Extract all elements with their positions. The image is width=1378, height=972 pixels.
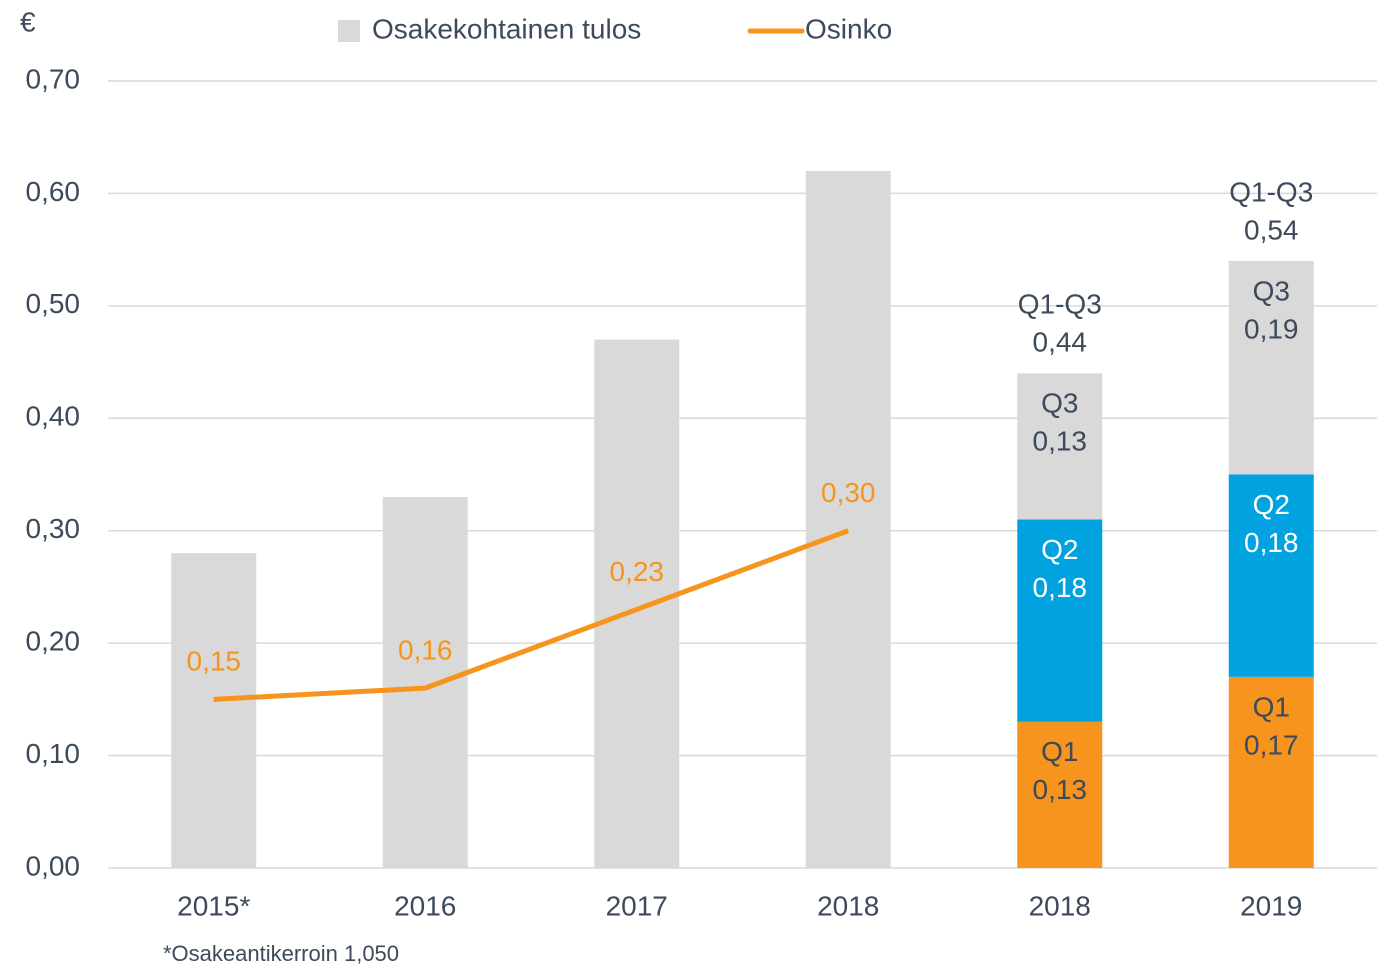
y-tick-label: 0,70 <box>26 63 81 94</box>
segment-name: Q3 <box>1041 388 1078 419</box>
legend-swatch <box>338 20 360 42</box>
segment-name: Q2 <box>1041 534 1078 565</box>
x-tick-label: 2017 <box>606 890 668 921</box>
x-tick-label: 2016 <box>394 890 456 921</box>
y-tick-label: 0,30 <box>26 513 81 544</box>
bar <box>382 496 468 868</box>
data-label: 0,13 <box>1033 426 1088 457</box>
total-label: 0,44 <box>1033 327 1088 358</box>
segment-name: Q1 <box>1041 736 1078 767</box>
data-label: 0,17 <box>1244 729 1299 760</box>
x-tick-label: 2018 <box>1029 890 1091 921</box>
y-tick-label: 0,40 <box>26 401 81 432</box>
data-label: 0,30 <box>821 477 876 508</box>
data-label: 0,13 <box>1033 774 1088 805</box>
bar <box>594 339 680 869</box>
legend-label: Osakekohtainen tulos <box>372 13 641 44</box>
total-name: Q1-Q3 <box>1229 176 1313 207</box>
x-tick-label: 2015* <box>177 890 250 921</box>
bar <box>1228 260 1314 475</box>
y-tick-label: 0,10 <box>26 738 81 769</box>
total-name: Q1-Q3 <box>1018 289 1102 320</box>
segment-name: Q2 <box>1253 489 1290 520</box>
bar <box>1017 373 1103 520</box>
segment-name: Q3 <box>1253 275 1290 306</box>
legend-label: Osinko <box>805 13 892 44</box>
data-label: 0,16 <box>398 635 453 666</box>
bar <box>171 553 257 868</box>
y-tick-label: 0,60 <box>26 176 81 207</box>
x-tick-label: 2019 <box>1240 890 1302 921</box>
bar <box>1017 519 1103 722</box>
bar <box>805 170 891 868</box>
data-label: 0,19 <box>1244 313 1299 344</box>
total-label: 0,54 <box>1244 214 1299 245</box>
x-tick-label: 2018 <box>817 890 879 921</box>
data-label: 0,15 <box>187 646 242 677</box>
data-label: 0,18 <box>1244 527 1299 558</box>
line <box>213 528 850 702</box>
data-label: 0,18 <box>1033 572 1088 603</box>
bar <box>1017 721 1103 868</box>
y-tick-label: 0,50 <box>26 288 81 319</box>
y-tick-label: 0,20 <box>26 626 81 657</box>
bar <box>1228 474 1314 677</box>
data-label: 0,23 <box>610 556 665 587</box>
footnote: *Osakeantikerroin 1,050 <box>163 941 399 966</box>
segment-name: Q1 <box>1253 691 1290 722</box>
y-tick-label: 0,00 <box>26 850 81 881</box>
bar <box>1228 676 1314 868</box>
y-unit: € <box>20 6 36 37</box>
